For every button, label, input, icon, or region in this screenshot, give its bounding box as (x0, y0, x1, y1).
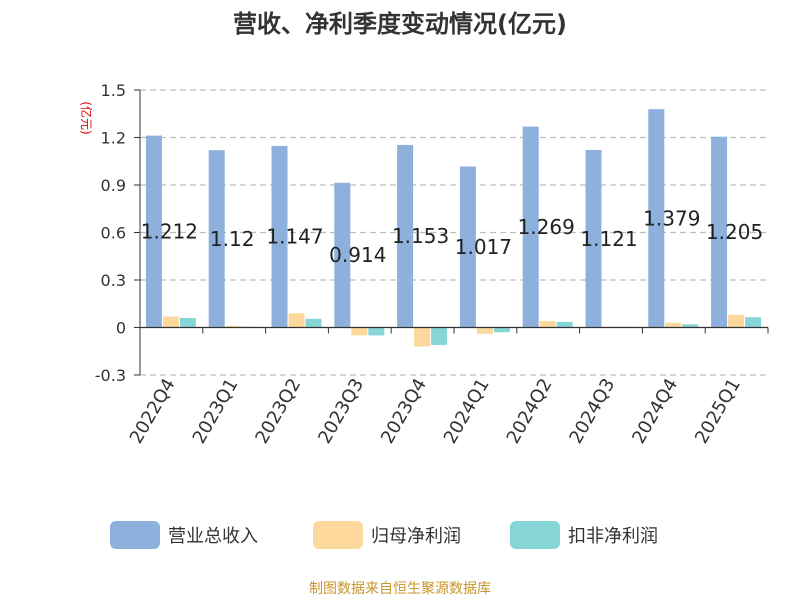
x-tick-label-2022Q4: 2022Q4 (126, 375, 180, 447)
bar-series-0-2023Q3 (334, 182, 351, 328)
bar-series-0-2024Q4 (648, 109, 665, 328)
y-axis-unit-label: (亿元) (79, 101, 94, 134)
y-tick-label: 1.2 (101, 129, 126, 148)
bar-series-0-2025Q1 (711, 136, 728, 328)
bar-series-0-2024Q2 (522, 126, 539, 328)
x-tick-label-2025Q1: 2025Q1 (691, 375, 745, 447)
bar-series-1-2024Q1 (476, 327, 493, 334)
legend-item-1[interactable]: 归母净利润 (313, 521, 461, 549)
chart-title: 营收、净利季度变动情况(亿元) (233, 10, 567, 38)
data-label-2022Q4: 1.212 (141, 220, 198, 244)
bar-series-1-2023Q1 (225, 325, 242, 328)
data-label-2024Q1: 1.017 (455, 235, 512, 259)
bar-series-2-2023Q2 (305, 318, 322, 328)
bar-series-1-2024Q4 (665, 322, 682, 328)
bar-series-0-2024Q3 (585, 150, 602, 328)
x-tick-label-2023Q3: 2023Q3 (314, 375, 368, 447)
bar-series-2-2024Q2 (556, 321, 573, 328)
x-tick-labels: 2022Q4 2023Q1 2023Q2 2023Q3 2023Q4 2024Q1 2024… (126, 327, 769, 447)
bar-series-2-2023Q3 (368, 327, 385, 336)
bar-series-0-2024Q1 (459, 166, 476, 328)
data-label-2024Q3: 1.121 (580, 227, 637, 251)
bar-series-0-2023Q2 (271, 145, 288, 328)
bar-series-2-2022Q4 (179, 318, 196, 328)
x-tick-label-2024Q2: 2024Q2 (503, 375, 557, 447)
x-tick-label-2024Q1: 2024Q1 (440, 375, 494, 447)
y-tick-label: 0 (116, 319, 126, 338)
x-tick-label-2023Q4: 2023Q4 (377, 375, 431, 447)
legend-label: 归母净利润 (371, 526, 461, 547)
legend-swatch (510, 521, 560, 549)
y-tick-label: 1.5 (101, 81, 126, 100)
legend-label: 扣非净利润 (568, 526, 658, 547)
bar-series-2-2024Q4 (682, 324, 699, 328)
bar-series-2-2024Q1 (493, 327, 510, 333)
legend-swatch (313, 521, 363, 549)
data-label-2023Q4: 1.153 (392, 224, 449, 248)
y-tick-label: -0.3 (95, 366, 126, 385)
legend-label: 营业总收入 (168, 526, 258, 547)
bar-series-0-2023Q1 (208, 150, 225, 328)
legend[interactable]: 营业总收入 归母净利润 扣非净利润 (110, 521, 658, 549)
y-tick-label: 0.6 (101, 224, 126, 243)
data-label-2023Q1: 1.12 (210, 227, 255, 251)
data-label-2024Q2: 1.269 (518, 215, 575, 239)
x-tick-label-2024Q3: 2024Q3 (565, 375, 619, 447)
bar-series-0-2022Q4 (145, 135, 162, 328)
data-label-2023Q2: 1.147 (266, 225, 323, 249)
bar-series-2-2023Q4 (431, 327, 448, 345)
x-tick-label-2023Q1: 2023Q1 (189, 375, 243, 447)
legend-swatch (110, 521, 160, 549)
data-label-2025Q1: 1.205 (706, 220, 763, 244)
y-tick-label: 0.9 (101, 176, 126, 195)
y-tick-label: 0.3 (101, 271, 126, 290)
bar-series-2-2025Q1 (745, 317, 762, 328)
grid-lines (140, 89, 768, 376)
data-label-2024Q4: 1.379 (643, 206, 700, 230)
bar-series-1-2023Q4 (414, 327, 431, 347)
x-tick-label-2023Q2: 2023Q2 (251, 375, 305, 447)
y-tick-labels: -0.3 0 0.3 0.6 0.9 1.2 1.5 (95, 81, 140, 385)
bar-series-1-2024Q2 (539, 321, 556, 328)
bars (145, 109, 762, 347)
legend-item-2[interactable]: 扣非净利润 (510, 521, 658, 549)
legend-item-0[interactable]: 营业总收入 (110, 521, 258, 549)
data-label-2023Q3: 0.914 (329, 243, 386, 267)
bar-series-0-2023Q4 (397, 144, 414, 328)
bar-series-1-2023Q2 (288, 313, 305, 328)
bar-series-1-2023Q3 (351, 327, 368, 336)
x-tick-label-2024Q4: 2024Q4 (628, 375, 682, 447)
source-note: 制图数据来自恒生聚源数据库 (309, 581, 491, 597)
bar-series-1-2022Q4 (162, 316, 179, 328)
bar-series-1-2025Q1 (728, 314, 745, 328)
